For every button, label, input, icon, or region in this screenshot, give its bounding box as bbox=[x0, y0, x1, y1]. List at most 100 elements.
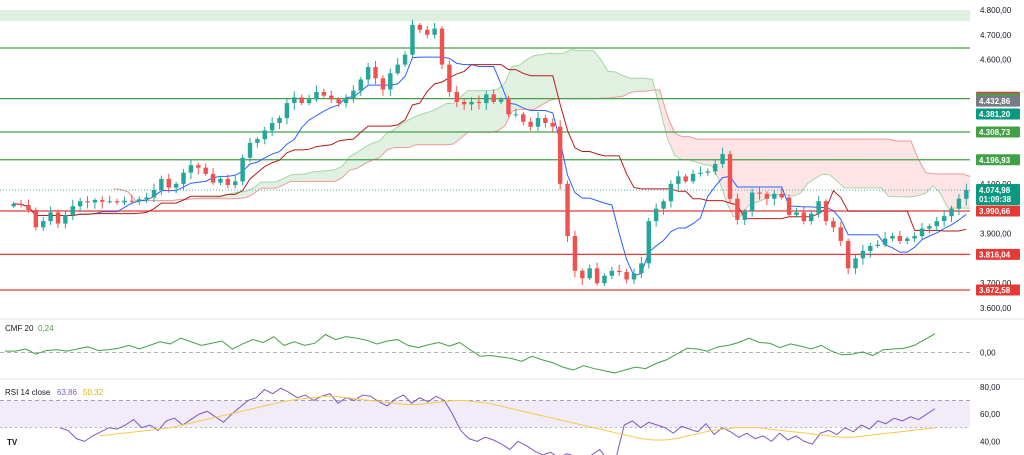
candle[interactable] bbox=[484, 94, 489, 104]
candle[interactable] bbox=[439, 28, 445, 65]
candle[interactable] bbox=[543, 118, 548, 123]
candle[interactable] bbox=[26, 204, 31, 210]
candle[interactable] bbox=[476, 101, 482, 104]
candle[interactable] bbox=[602, 275, 607, 284]
candle[interactable] bbox=[727, 154, 733, 199]
candle[interactable] bbox=[417, 24, 423, 30]
candle[interactable] bbox=[646, 221, 651, 264]
candle[interactable] bbox=[705, 171, 711, 173]
candle[interactable] bbox=[107, 201, 112, 203]
candle[interactable] bbox=[949, 208, 954, 217]
candle[interactable] bbox=[218, 178, 223, 183]
candle[interactable] bbox=[454, 91, 459, 102]
candle[interactable] bbox=[580, 270, 585, 279]
candle[interactable] bbox=[70, 206, 75, 215]
rsi-line[interactable] bbox=[59, 387, 936, 455]
candle[interactable] bbox=[63, 214, 68, 224]
candle[interactable] bbox=[469, 101, 474, 105]
candle[interactable] bbox=[92, 199, 98, 203]
candle[interactable] bbox=[905, 238, 910, 241]
candle[interactable] bbox=[365, 67, 371, 80]
candle[interactable] bbox=[897, 236, 903, 241]
candle[interactable] bbox=[845, 240, 851, 269]
candle[interactable] bbox=[461, 101, 467, 105]
candle[interactable] bbox=[572, 236, 578, 271]
candle[interactable] bbox=[262, 130, 267, 140]
candle[interactable] bbox=[698, 172, 703, 174]
candle[interactable] bbox=[964, 190, 969, 199]
candle[interactable] bbox=[491, 94, 496, 102]
candle[interactable] bbox=[55, 212, 61, 224]
candle[interactable] bbox=[299, 97, 304, 104]
candle[interactable] bbox=[683, 176, 688, 182]
candle[interactable] bbox=[129, 200, 135, 202]
candle[interactable] bbox=[358, 79, 363, 91]
candle[interactable] bbox=[594, 268, 600, 284]
candle[interactable] bbox=[882, 238, 888, 245]
candle[interactable] bbox=[77, 201, 83, 207]
candle[interactable] bbox=[41, 221, 46, 228]
candle[interactable] bbox=[816, 201, 821, 214]
candle[interactable] bbox=[122, 200, 127, 203]
candle[interactable] bbox=[447, 64, 452, 92]
candle[interactable] bbox=[749, 192, 755, 212]
candle[interactable] bbox=[794, 212, 799, 215]
candle[interactable] bbox=[676, 176, 681, 184]
candle[interactable] bbox=[151, 190, 157, 198]
candle[interactable] bbox=[410, 24, 415, 55]
candle[interactable] bbox=[11, 203, 16, 207]
candle[interactable] bbox=[831, 221, 836, 228]
candle[interactable] bbox=[506, 99, 511, 115]
candle[interactable] bbox=[343, 98, 349, 104]
candle[interactable] bbox=[85, 201, 90, 203]
candle[interactable] bbox=[853, 258, 858, 269]
candle[interactable] bbox=[779, 193, 784, 198]
candle[interactable] bbox=[181, 172, 186, 184]
candle[interactable] bbox=[956, 198, 962, 209]
candle[interactable] bbox=[100, 199, 105, 202]
candle[interactable] bbox=[255, 139, 260, 143]
candle[interactable] bbox=[306, 99, 312, 104]
cmf-line[interactable] bbox=[5, 333, 936, 374]
candle[interactable] bbox=[890, 236, 895, 239]
candle[interactable] bbox=[210, 173, 216, 183]
candle[interactable] bbox=[233, 181, 238, 186]
candle[interactable] bbox=[137, 199, 142, 202]
candle[interactable] bbox=[166, 178, 171, 188]
candle[interactable] bbox=[868, 245, 873, 251]
candle[interactable] bbox=[565, 183, 570, 237]
candle[interactable] bbox=[388, 73, 393, 90]
candle[interactable] bbox=[321, 91, 327, 96]
candle[interactable] bbox=[535, 118, 541, 127]
candle[interactable] bbox=[631, 273, 637, 280]
candle[interactable] bbox=[786, 197, 792, 215]
candle[interactable] bbox=[240, 157, 245, 182]
candle[interactable] bbox=[941, 216, 947, 222]
candle[interactable] bbox=[801, 212, 807, 222]
candle[interactable] bbox=[351, 90, 356, 99]
candle[interactable] bbox=[498, 99, 504, 102]
candle[interactable] bbox=[292, 97, 297, 104]
candle[interactable] bbox=[425, 29, 430, 35]
candle[interactable] bbox=[33, 209, 39, 228]
candle[interactable] bbox=[284, 103, 290, 119]
rsi-ma-line[interactable] bbox=[99, 395, 936, 441]
candle[interactable] bbox=[203, 167, 208, 174]
candle[interactable] bbox=[247, 142, 253, 158]
candle[interactable] bbox=[668, 183, 674, 202]
candle[interactable] bbox=[336, 99, 341, 104]
candle[interactable] bbox=[653, 208, 659, 222]
candle[interactable] bbox=[823, 201, 829, 222]
candle[interactable] bbox=[934, 221, 939, 227]
candle[interactable] bbox=[225, 178, 231, 186]
candle[interactable] bbox=[314, 91, 319, 100]
candle[interactable] bbox=[550, 122, 555, 127]
candle[interactable] bbox=[159, 178, 164, 191]
candle[interactable] bbox=[742, 211, 747, 220]
candle[interactable] bbox=[639, 263, 644, 274]
candle[interactable] bbox=[269, 122, 275, 131]
candle[interactable] bbox=[173, 183, 179, 188]
candle[interactable] bbox=[329, 95, 334, 100]
candle[interactable] bbox=[587, 268, 592, 279]
